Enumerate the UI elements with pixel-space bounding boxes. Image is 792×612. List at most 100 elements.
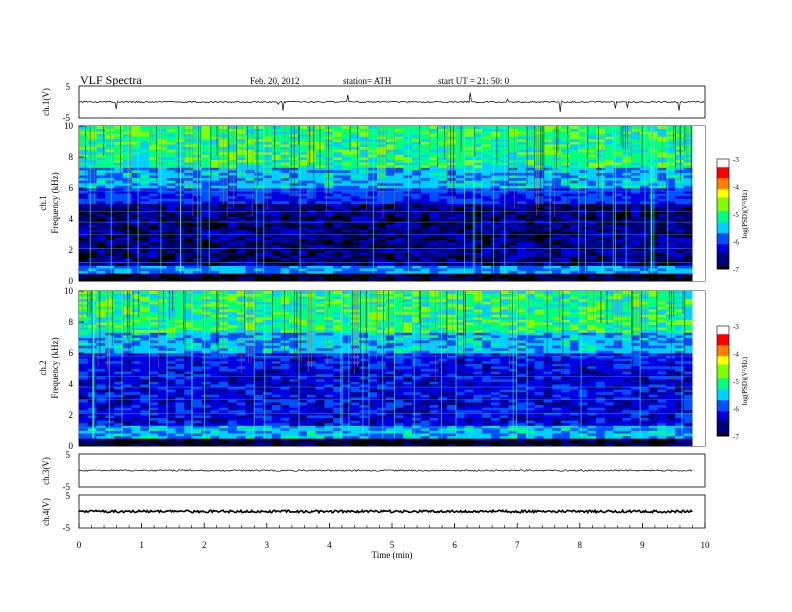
spectrogram-cell xyxy=(350,128,360,132)
spectrogram-cell xyxy=(289,169,299,173)
spectrogram-cell xyxy=(131,200,141,204)
spectrogram-cell xyxy=(333,231,343,235)
spectrogram-cell xyxy=(166,164,176,168)
spectrogram-cell xyxy=(359,219,369,222)
spectrogram-cell xyxy=(420,128,430,132)
spectrogram-cell xyxy=(455,146,466,150)
spectrogram-cell xyxy=(157,157,168,160)
spectrogram-cell xyxy=(569,270,579,274)
spectrogram-cell xyxy=(263,244,273,248)
spectrogram-cell xyxy=(622,200,632,204)
spectrogram-cell xyxy=(648,273,658,277)
spectrogram-cell xyxy=(184,193,194,197)
spectrogram-cell xyxy=(561,255,571,259)
spectrogram-cell xyxy=(596,159,606,163)
spectrogram-cell xyxy=(157,257,168,261)
spectrogram-cell xyxy=(184,440,194,444)
spectrogram-cell xyxy=(508,144,518,148)
spectrogram-cell xyxy=(639,131,650,135)
spectrogram-cell xyxy=(499,265,509,269)
spectrogram-cell xyxy=(596,128,606,132)
spectrogram-cell xyxy=(587,224,597,228)
spectrogram-cell xyxy=(385,244,395,248)
spectrogram-cell xyxy=(666,144,676,148)
spectrogram-cell xyxy=(447,138,457,142)
spectrogram-cell xyxy=(105,175,115,179)
spectrogram-cell xyxy=(683,206,693,210)
spectrogram-cell xyxy=(438,162,448,166)
spectrogram-cell xyxy=(473,203,483,207)
spectrogram-cell xyxy=(517,260,527,264)
spectrogram-cell xyxy=(306,443,317,447)
spectrogram-cell xyxy=(184,270,194,274)
spectrogram-cell xyxy=(473,180,483,184)
spectrogram-cell xyxy=(499,435,509,439)
spectrogram-cell xyxy=(131,231,141,235)
spectrogram-cell xyxy=(166,177,176,181)
spectrogram-cell xyxy=(228,255,238,259)
spectrogram-cell xyxy=(254,435,264,439)
spectrogram-cell xyxy=(508,438,518,442)
spectrogram-cell xyxy=(228,159,238,163)
spectrogram-cell xyxy=(517,247,527,251)
spectrogram-cell xyxy=(526,425,536,429)
spectrogram-cell xyxy=(639,425,650,429)
spectrogram-cell xyxy=(140,219,150,222)
spectrogram-cell xyxy=(79,221,89,225)
spectrogram-cell xyxy=(657,229,667,233)
spectrogram-cell xyxy=(587,422,597,426)
spectrogram-cell xyxy=(140,427,150,431)
spectrogram-cell xyxy=(622,180,632,184)
spectrogram-cell xyxy=(420,435,430,439)
spectrogram-cell xyxy=(333,138,343,142)
spectrogram-cell xyxy=(96,157,106,160)
spectrogram-cell xyxy=(604,138,614,142)
spectrogram-cell xyxy=(596,162,606,166)
spectrogram-cell xyxy=(350,255,360,259)
spectrogram-cell xyxy=(306,265,317,269)
spectrogram-cell xyxy=(359,278,369,282)
spectrogram-cell xyxy=(675,213,685,217)
spectrogram-cell xyxy=(289,237,299,241)
spectrogram-cell xyxy=(245,177,255,181)
spectrogram-cell xyxy=(482,138,492,142)
spectrogram-cell xyxy=(245,221,255,225)
spectrogram-cell xyxy=(569,219,579,222)
spectrogram-cell xyxy=(534,138,544,142)
spectrogram-cell xyxy=(666,226,676,230)
spectrogram-cell xyxy=(438,180,448,184)
spectrogram-cell xyxy=(96,252,106,256)
spectrogram-cell xyxy=(368,275,378,279)
spectrogram-cell xyxy=(429,438,439,442)
spectrogram-cell xyxy=(324,435,334,439)
spectrogram-cell xyxy=(490,169,501,173)
spectrogram-cell xyxy=(587,244,597,248)
spectrogram-cell xyxy=(657,265,667,269)
spectrogram-cell xyxy=(306,231,317,235)
spectrogram-cell xyxy=(315,427,325,431)
spectrogram-cell xyxy=(377,270,387,274)
spectrogram-cell xyxy=(543,180,553,184)
spectrogram-cell xyxy=(324,203,334,207)
spectrogram-cell xyxy=(350,136,360,140)
spectrogram-cell xyxy=(184,237,194,241)
spectrogram-cell xyxy=(184,200,194,204)
spectrogram-cell xyxy=(79,203,89,207)
spectrogram-cell xyxy=(639,172,650,176)
spectrogram-cell xyxy=(490,221,501,225)
spectrogram-cell xyxy=(184,443,194,447)
spectrogram-cell xyxy=(613,270,623,274)
spectrogram-cell xyxy=(289,255,299,259)
spectrogram-cell xyxy=(79,239,89,243)
spectrogram-cell xyxy=(420,190,430,194)
spectrogram-cell xyxy=(184,262,194,266)
spectrogram-cell xyxy=(333,146,343,150)
spectrogram-cell xyxy=(254,175,264,179)
spectrogram-cell xyxy=(149,242,159,246)
spectrogram-cell xyxy=(341,185,352,189)
spectrogram-cell xyxy=(490,231,501,235)
spectrogram-cell xyxy=(631,422,641,426)
spectrogram-cell xyxy=(569,206,579,210)
spectrogram-cell xyxy=(105,260,115,264)
spectrogram-cell xyxy=(157,141,168,145)
